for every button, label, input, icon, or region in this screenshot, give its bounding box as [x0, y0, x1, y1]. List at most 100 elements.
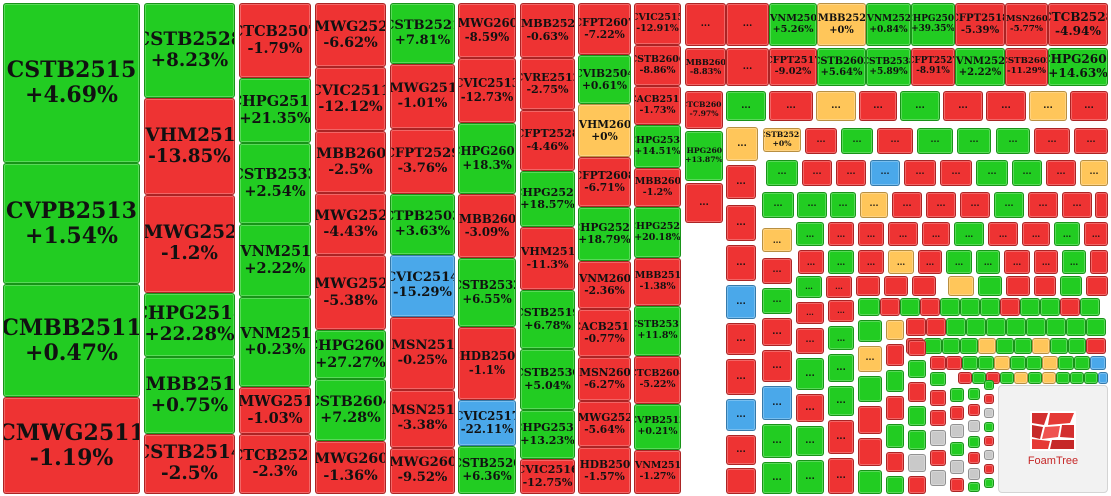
- treemap-cell-collapsed[interactable]: [984, 478, 994, 488]
- treemap-cell-collapsed[interactable]: [726, 468, 756, 494]
- treemap-cell-collapsed[interactable]: [908, 382, 926, 402]
- treemap-cell-cvhm2605[interactable]: CVHM2605+0%: [578, 104, 631, 157]
- treemap-cell-collapsed[interactable]: [900, 298, 920, 316]
- treemap-cell-collapsed[interactable]: ...: [798, 250, 824, 274]
- treemap-cell-collapsed[interactable]: ...: [1034, 250, 1058, 274]
- treemap-cell-collapsed[interactable]: [926, 318, 946, 336]
- treemap-cell-collapsed[interactable]: [968, 436, 980, 448]
- treemap-cell-chpg2606[interactable]: CHPG2606+13.87%: [685, 131, 723, 181]
- treemap-cell-collapsed[interactable]: ...: [904, 160, 936, 186]
- treemap-cell-cstb2515[interactable]: CSTB2515 +4.69%: [3, 3, 140, 163]
- treemap-cell-collapsed[interactable]: ...: [796, 276, 822, 298]
- treemap-cell-chpg2524[interactable]: CHPG2524+18.57%: [520, 171, 575, 227]
- treemap-cell-collapsed[interactable]: [1086, 318, 1106, 336]
- treemap-cell-cmwg2604[interactable]: CMWG2604-1.36%: [315, 441, 386, 494]
- treemap-cell-collapsed[interactable]: [1010, 356, 1026, 370]
- treemap-cell-collapsed[interactable]: ...: [828, 386, 854, 416]
- treemap-cell-collapsed[interactable]: [1060, 276, 1082, 296]
- treemap-cell-cvib2504[interactable]: CVIB2504+0.61%: [578, 55, 631, 104]
- treemap-cell-collapsed[interactable]: [930, 410, 946, 426]
- treemap-cell-collapsed[interactable]: [1000, 298, 1020, 316]
- treemap-cell-collapsed[interactable]: ...: [726, 205, 756, 241]
- treemap-cell-collapsed[interactable]: ...: [726, 399, 756, 431]
- treemap-cell-collapsed[interactable]: ...: [954, 222, 984, 246]
- treemap-cell-cmbb2606[interactable]: CMBB2606-1.2%: [634, 168, 681, 207]
- treemap-cell-collapsed[interactable]: ...: [802, 160, 832, 186]
- treemap-cell-cfpt2517[interactable]: CFPT2517-9.02%: [769, 48, 817, 86]
- treemap-cell-collapsed[interactable]: [984, 464, 994, 474]
- treemap-cell-collapsed[interactable]: [948, 276, 974, 296]
- treemap-cell-cstb2532[interactable]: CSTB2532+6.55%: [458, 258, 516, 327]
- treemap-cell-collapsed[interactable]: [968, 482, 980, 492]
- treemap-cell-cvic2516[interactable]: CVIC2516-12.75%: [520, 459, 575, 494]
- treemap-cell-cmbb2518[interactable]: CMBB2518+0.75%: [144, 357, 235, 434]
- treemap-cell-collapsed[interactable]: [930, 450, 946, 466]
- treemap-cell-collapsed[interactable]: [1000, 372, 1014, 384]
- treemap-cell-collapsed[interactable]: ...: [1004, 250, 1030, 274]
- treemap-cell-collapsed[interactable]: [924, 338, 942, 354]
- treemap-cell-collapsed[interactable]: ...: [858, 346, 882, 372]
- treemap-cell-ctcb2528[interactable]: CTCB2528-4.94%: [1048, 3, 1108, 46]
- treemap-cell-cmsn2516[interactable]: CMSN2516-3.38%: [390, 390, 455, 448]
- treemap-cell-cmsn2605[interactable]: CMSN2605-5.77%: [1005, 3, 1048, 46]
- treemap-cell-collapsed[interactable]: [984, 436, 994, 446]
- treemap-cell-collapsed[interactable]: ...: [1074, 128, 1108, 154]
- treemap-cell-collapsed[interactable]: [908, 340, 926, 356]
- treemap-cell-chpg2538[interactable]: CHPG2538+14.51%: [634, 125, 681, 168]
- treemap-cell-chdb2508[interactable]: CHDB2508-1.57%: [578, 447, 631, 494]
- treemap-cell-cstb2525[interactable]: CSTB2525+0%: [763, 128, 801, 152]
- treemap-cell-collapsed[interactable]: [886, 396, 904, 420]
- treemap-cell-cmbb2520[interactable]: CMBB2520+0%: [817, 3, 866, 46]
- treemap-cell-collapsed[interactable]: [968, 420, 980, 432]
- treemap-cell-collapsed[interactable]: ...: [1046, 160, 1076, 186]
- treemap-cell-collapsed[interactable]: [858, 376, 882, 402]
- treemap-cell-collapsed[interactable]: ...: [828, 420, 854, 454]
- treemap-cell-cvnm2515[interactable]: CVNM2515+0.23%: [239, 297, 311, 387]
- treemap-cell-collapsed[interactable]: [930, 372, 946, 386]
- treemap-cell-collapsed[interactable]: ...: [996, 128, 1030, 154]
- treemap-cell-collapsed[interactable]: ...: [918, 250, 942, 274]
- treemap-cell-collapsed[interactable]: ...: [828, 458, 854, 494]
- treemap-cell-collapsed[interactable]: [1066, 318, 1086, 336]
- treemap-cell-cmbb2516[interactable]: CMBB2516-1.38%: [634, 258, 681, 306]
- treemap-cell-collapsed[interactable]: ...: [860, 192, 888, 218]
- treemap-cell-collapsed[interactable]: [1006, 276, 1030, 296]
- treemap-cell-collapsed[interactable]: [1098, 372, 1108, 384]
- treemap-cell-collapsed[interactable]: ...: [828, 326, 854, 350]
- treemap-cell-chpg2505[interactable]: CHPG2505+39.35%: [911, 3, 955, 46]
- treemap-cell-cstb2520[interactable]: CSTB2520+6.36%: [458, 446, 516, 494]
- treemap-cell-collapsed[interactable]: [858, 298, 880, 316]
- treemap-cell-chpg2608[interactable]: CHPG2608+27.27%: [315, 330, 386, 379]
- treemap-cell-collapsed[interactable]: ...: [1029, 91, 1067, 121]
- treemap-cell-collapsed[interactable]: [1046, 318, 1066, 336]
- treemap-cell-collapsed[interactable]: [968, 404, 980, 416]
- treemap-cell-cmsn2512[interactable]: CMSN2512-0.25%: [390, 317, 455, 390]
- treemap-cell-collapsed[interactable]: ...: [877, 128, 913, 154]
- treemap-cell-collapsed[interactable]: [946, 318, 966, 336]
- treemap-cell-cmsn2604[interactable]: CMSN2604-6.27%: [578, 357, 631, 401]
- treemap-cell-ctpb2503[interactable]: CTPB2503+3.63%: [390, 194, 455, 255]
- treemap-cell-collapsed[interactable]: [1042, 356, 1058, 370]
- treemap-cell-collapsed[interactable]: [1095, 192, 1108, 218]
- treemap-cell-collapsed[interactable]: ...: [1034, 128, 1070, 154]
- treemap-cell-collapsed[interactable]: [908, 430, 926, 450]
- treemap-cell-collapsed[interactable]: [968, 388, 980, 400]
- treemap-cell-collapsed[interactable]: [906, 318, 926, 336]
- treemap-cell-collapsed[interactable]: ...: [994, 192, 1024, 218]
- treemap-cell-chpg2525[interactable]: CHPG2525+18.79%: [578, 207, 631, 261]
- treemap-cell-cacb2511[interactable]: CACB2511-1.73%: [634, 86, 681, 125]
- treemap-cell-collapsed[interactable]: ...: [762, 424, 792, 458]
- treemap-cell-collapsed[interactable]: ...: [762, 228, 792, 252]
- treemap-cell-collapsed[interactable]: [1086, 276, 1108, 296]
- treemap-cell-collapsed[interactable]: ...: [1070, 91, 1108, 121]
- treemap-cell-collapsed[interactable]: ...: [1054, 222, 1080, 246]
- treemap-cell-collapsed[interactable]: [886, 320, 904, 340]
- treemap-cell-cstb2521[interactable]: CSTB2521+7.81%: [390, 3, 455, 64]
- treemap-cell-cvnm2503[interactable]: CVNM2503+5.26%: [769, 3, 817, 46]
- treemap-cell-cmwg2525[interactable]: CMWG2525-1.2%: [144, 195, 235, 293]
- treemap-cell-collapsed[interactable]: [950, 406, 964, 420]
- treemap-cell-ctcb2604[interactable]: CTCB2604-5.22%: [634, 356, 681, 404]
- treemap-cell-collapsed[interactable]: [958, 372, 972, 384]
- treemap-cell-collapsed[interactable]: ...: [762, 288, 792, 314]
- treemap-cell-collapsed[interactable]: ...: [943, 91, 983, 121]
